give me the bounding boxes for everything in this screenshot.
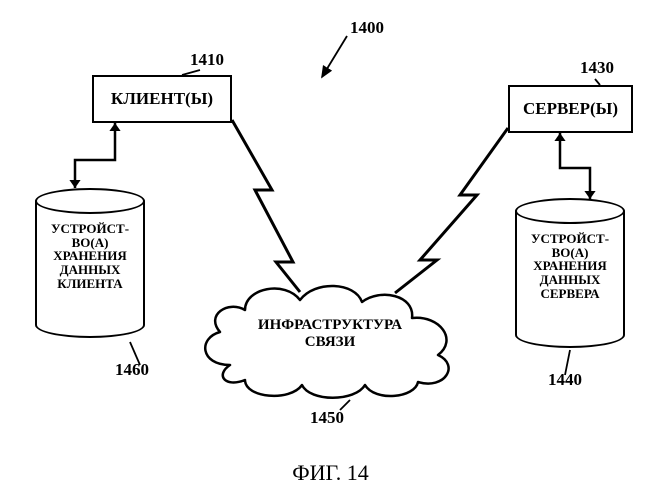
figure-caption: ФИГ. 14 (0, 460, 661, 486)
server-box: СЕРВЕР(Ы) (508, 85, 633, 133)
server-datastore: УСТРОЙСТ-ВО(А)ХРАНЕНИЯДАННЫХСЕРВЕРА (515, 198, 625, 348)
server-datastore-label: УСТРОЙСТ-ВО(А)ХРАНЕНИЯДАННЫХСЕРВЕРА (515, 232, 625, 300)
ref-cloud: 1450 (310, 408, 344, 428)
ref-client-datastore: 1460 (115, 360, 149, 380)
client-datastore: УСТРОЙСТ-ВО(А)ХРАНЕНИЯДАННЫХКЛИЕНТА (35, 188, 145, 338)
ref-client-box: 1410 (190, 50, 224, 70)
diagram-stage: { "figure": { "caption": "ФИГ. 14", "ove… (0, 0, 661, 500)
ref-server-datastore: 1440 (548, 370, 582, 390)
ref-server-box: 1430 (580, 58, 614, 78)
client-datastore-label: УСТРОЙСТ-ВО(А)ХРАНЕНИЯДАННЫХКЛИЕНТА (35, 222, 145, 290)
server-box-label: СЕРВЕР(Ы) (523, 100, 618, 118)
client-box-label: КЛИЕНТ(Ы) (111, 90, 213, 108)
ref-overall: 1400 (350, 18, 384, 38)
communication-cloud: ИНФРАСТРУКТУРАСВЯЗИ (190, 270, 470, 400)
client-box: КЛИЕНТ(Ы) (92, 75, 232, 123)
cloud-label: ИНФРАСТРУКТУРАСВЯЗИ (190, 317, 470, 350)
